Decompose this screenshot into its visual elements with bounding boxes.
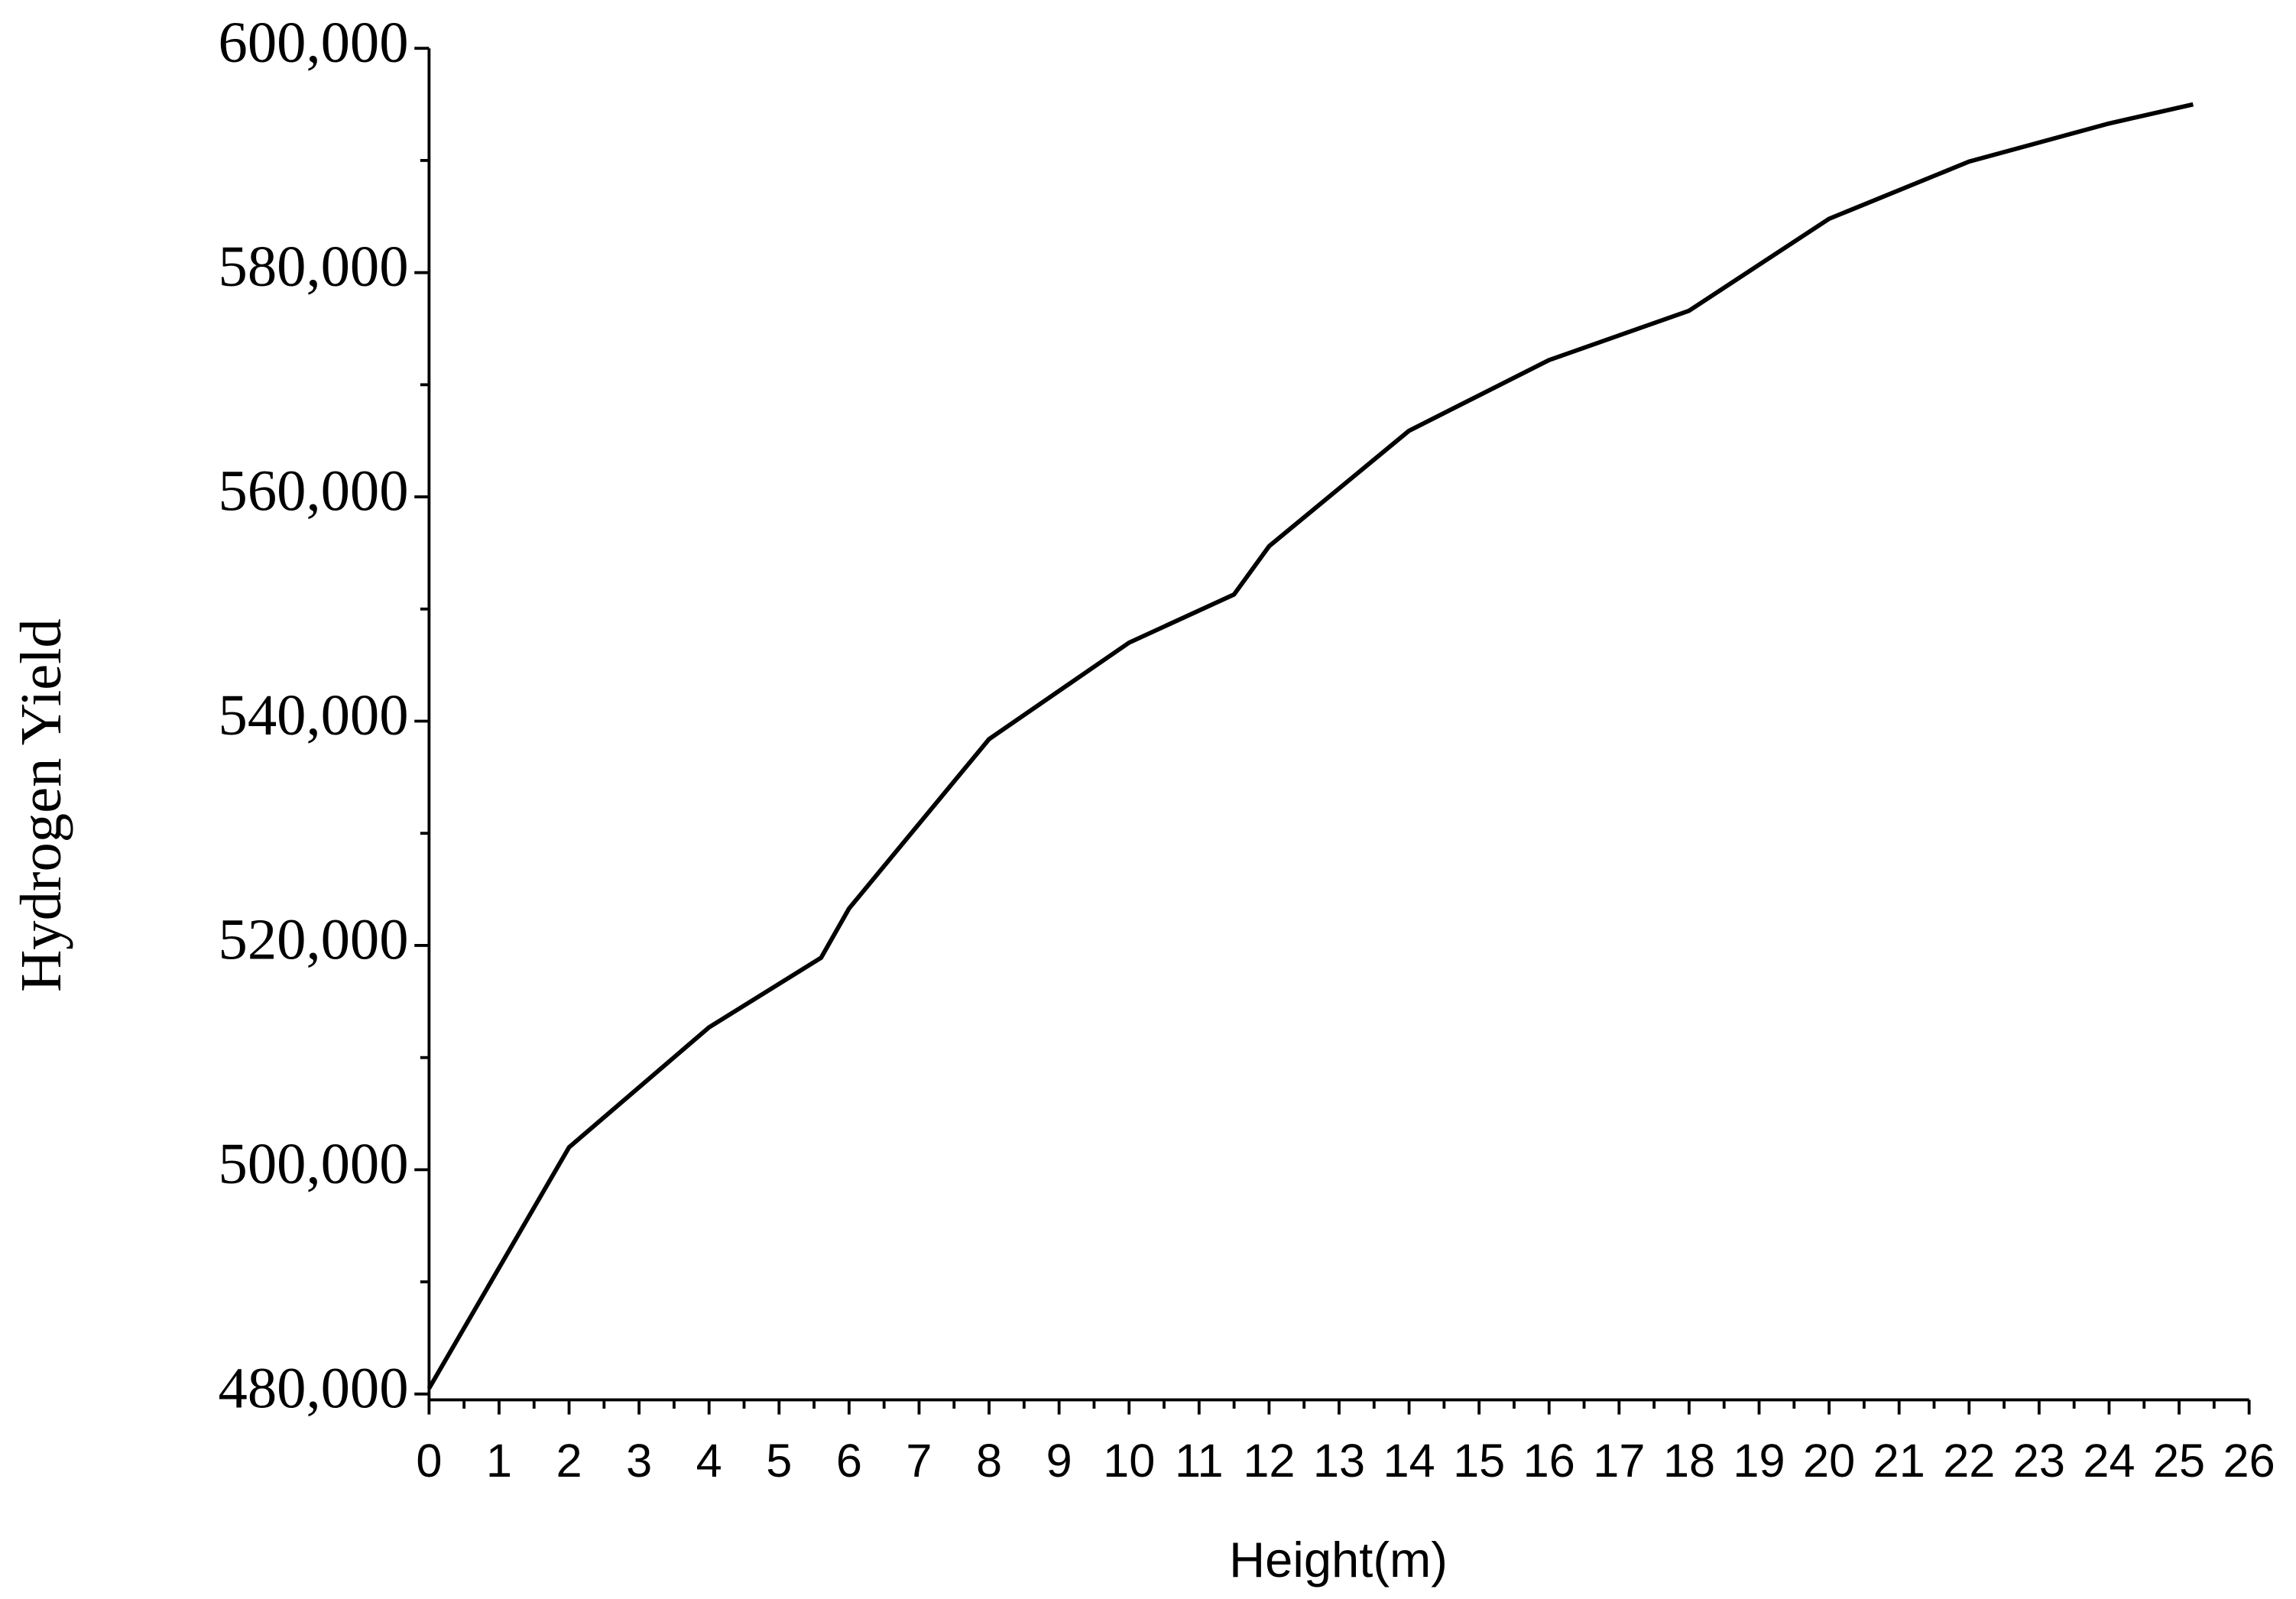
x-tick-label: 7 [906, 1435, 932, 1487]
x-tick-label: 12 [1243, 1435, 1295, 1487]
y-tick-label: 600,000 [219, 10, 409, 75]
x-tick-label: 11 [1175, 1435, 1224, 1487]
x-tick-label: 8 [976, 1435, 1002, 1487]
x-tick-label: 5 [766, 1435, 792, 1487]
x-tick-label: 1 [486, 1435, 512, 1487]
x-tick-label: 25 [2153, 1435, 2205, 1487]
y-axis-title: Hydrogen Yield [8, 618, 73, 992]
x-tick-label: 23 [2013, 1435, 2065, 1487]
y-tick-label: 540,000 [219, 683, 409, 748]
x-tick-label: 18 [1663, 1435, 1715, 1487]
x-tick-label: 3 [626, 1435, 652, 1487]
y-tick-label: 480,000 [219, 1355, 409, 1420]
x-tick-label: 15 [1453, 1435, 1505, 1487]
y-tick-label: 500,000 [219, 1131, 409, 1196]
y-tick-label: 580,000 [219, 234, 409, 299]
x-axis-title: Height(m) [1229, 1532, 1448, 1588]
y-tick-label: 560,000 [219, 459, 409, 524]
x-tick-label: 0 [416, 1435, 442, 1487]
y-tick-label: 520,000 [219, 907, 409, 972]
x-tick-label: 13 [1313, 1435, 1365, 1487]
x-tick-label: 17 [1593, 1435, 1645, 1487]
x-tick-label: 19 [1733, 1435, 1785, 1487]
x-tick-label: 10 [1103, 1435, 1155, 1487]
x-tick-label: 20 [1803, 1435, 1855, 1487]
x-tick-label: 22 [1943, 1435, 1995, 1487]
data-line [426, 102, 2194, 1390]
x-tick-label: 9 [1046, 1435, 1072, 1487]
x-tick-label: 4 [696, 1435, 722, 1487]
x-tick-label: 24 [2083, 1435, 2135, 1487]
x-tick-label: 2 [556, 1435, 582, 1487]
x-tick-label: 21 [1873, 1435, 1925, 1487]
x-tick-label: 14 [1383, 1435, 1435, 1487]
x-tick-label: 26 [2223, 1435, 2275, 1487]
x-tick-label: 16 [1523, 1435, 1575, 1487]
x-tick-label: 6 [836, 1435, 862, 1487]
